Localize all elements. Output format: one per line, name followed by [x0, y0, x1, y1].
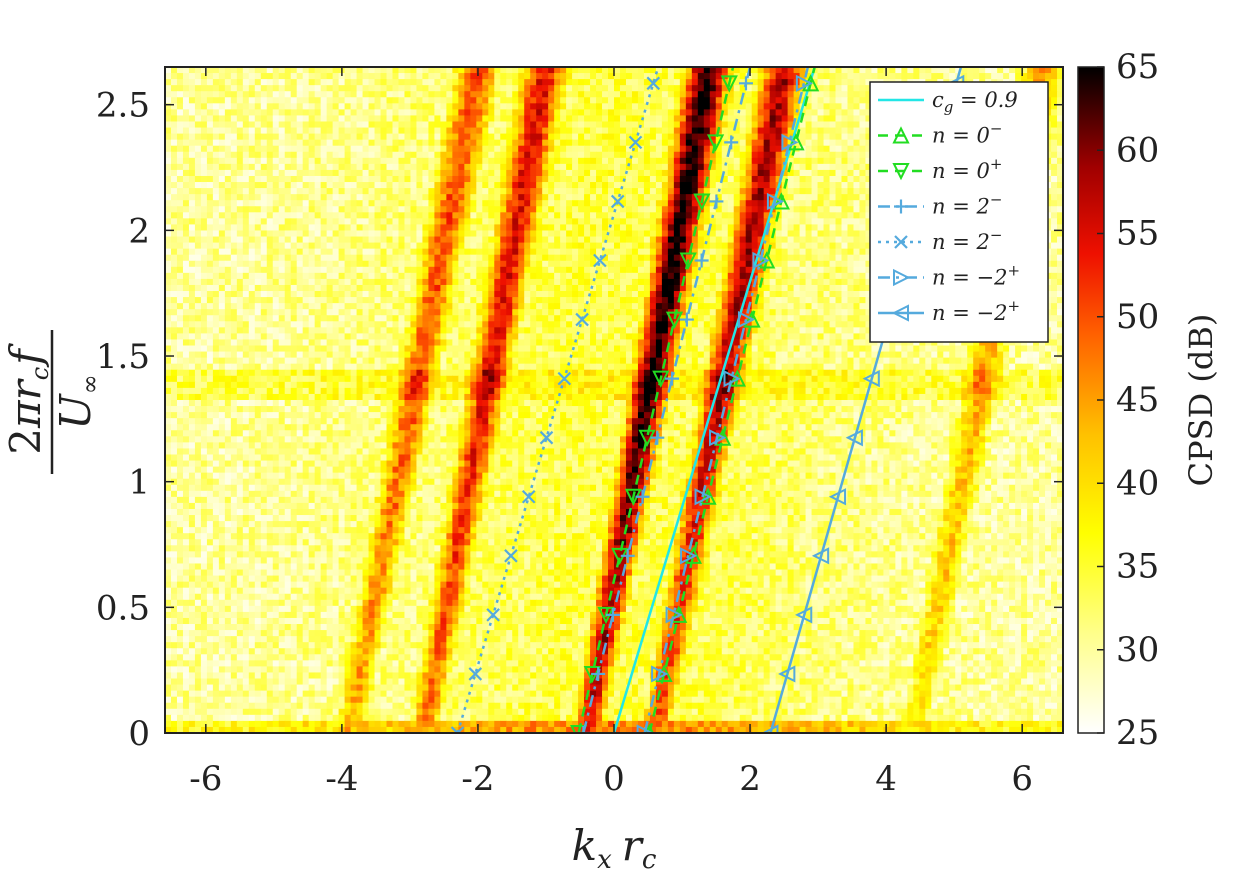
legend-label-5: n = −2+: [932, 262, 1020, 290]
cbar-tick-label-8: 65: [1116, 47, 1159, 87]
cbar-tick-label-3: 40: [1116, 463, 1159, 503]
x-label-sub-c: c: [642, 845, 657, 875]
cbar-tick-label-5: 50: [1116, 297, 1159, 337]
x-label-sub-x: x: [597, 845, 612, 875]
x-tick-label-2: -2: [461, 759, 494, 799]
y-tick-label-0: 0: [128, 714, 150, 754]
x-tick-label-0: -6: [189, 759, 222, 799]
y-tick-label-5: 2.5: [96, 86, 150, 126]
legend-label-6: n = −2+: [932, 297, 1020, 325]
cbar-tick-label-1: 30: [1116, 630, 1159, 670]
y-tick-label-2: 1: [128, 463, 150, 503]
x-tick-label-1: -4: [325, 759, 358, 799]
y-label-numerator: 2πrcf: [1, 343, 54, 455]
cbar-tick-label-2: 35: [1116, 547, 1159, 587]
x-tick-label-4: 2: [739, 759, 761, 799]
y-tick-label-3: 1.5: [96, 337, 150, 377]
cbar-tick-label-4: 45: [1116, 380, 1159, 420]
colorbar: 25 30 35 40 45 50 55 60 65: [1078, 47, 1159, 753]
y-tick-label-4: 2: [128, 211, 150, 251]
x-tick-label-3: 0: [603, 759, 625, 799]
y-tick-label-1: 0.5: [96, 588, 150, 628]
y-label-denominator: U∞: [51, 374, 104, 429]
x-label-k: k: [572, 821, 597, 870]
cbar-tick-label-0: 25: [1116, 713, 1159, 753]
cbar-tick-label-6: 55: [1116, 214, 1159, 254]
x-tick-label-5: 4: [875, 759, 897, 799]
y-axis-label: 2πrcf U∞: [1, 330, 104, 474]
legend: cg = 0.9n = 0−n = 0+n = 2−n = 2−n = −2+n…: [870, 82, 1048, 342]
colorbar-label: CPSD (dB): [1182, 314, 1220, 487]
cbar-tick-label-7: 60: [1116, 130, 1159, 170]
x-tick-label-6: 6: [1011, 759, 1033, 799]
